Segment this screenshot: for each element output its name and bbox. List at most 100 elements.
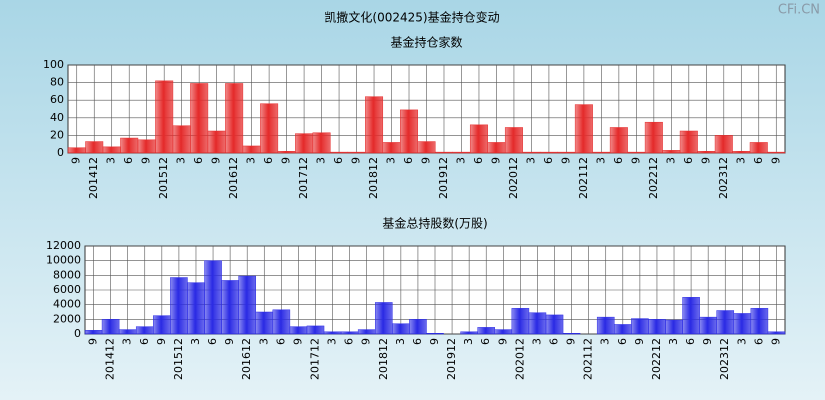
x-tick-label: 3 [105, 157, 118, 164]
x-tick-label: 6 [122, 157, 135, 164]
x-tick-label: 201512 [172, 338, 185, 380]
x-tick-label: 202212 [650, 338, 663, 380]
x-tick-label: 3 [121, 338, 134, 345]
bar [487, 142, 506, 154]
bar [732, 150, 751, 154]
x-tick-label: 9 [87, 338, 100, 345]
bar [330, 151, 349, 154]
bar [135, 326, 154, 335]
bar [374, 302, 393, 335]
bar [592, 151, 611, 154]
bar [289, 326, 308, 335]
bar [469, 124, 488, 154]
bar [716, 310, 735, 335]
bar [714, 135, 733, 154]
x-tick-label: 202112 [582, 338, 595, 380]
x-tick-label: 6 [752, 338, 765, 345]
x-tick-label: 202212 [647, 157, 660, 199]
x-tick-label: 3 [245, 157, 258, 164]
bar [340, 331, 359, 335]
bar [522, 151, 541, 154]
bar [460, 331, 478, 335]
bar [557, 151, 576, 154]
bar [323, 331, 342, 335]
x-tick-label: 6 [274, 338, 287, 345]
bar [155, 80, 174, 154]
x-tick-label: 9 [629, 157, 642, 164]
x-tick-label: 202112 [577, 157, 590, 199]
bar [187, 282, 205, 335]
x-tick-label: 3 [385, 157, 398, 164]
bar [767, 331, 786, 335]
bar [417, 141, 436, 154]
x-tick-label: 9 [496, 338, 509, 345]
y-tick-label: 60 [50, 93, 64, 106]
x-tick-label: 9 [140, 157, 153, 164]
bar [242, 145, 261, 154]
bar [648, 319, 666, 335]
y-tick-label: 8000 [53, 268, 81, 281]
bar [434, 151, 453, 154]
x-tick-label: 3 [175, 157, 188, 164]
bar [504, 127, 523, 154]
bar [153, 315, 171, 335]
x-tick-label: 201412 [87, 157, 100, 199]
x-tick-label: 202312 [717, 157, 730, 199]
x-tick-label: 9 [489, 157, 502, 164]
y-tick-label: 4000 [53, 298, 81, 311]
bar [84, 330, 103, 335]
x-tick-label: 6 [752, 157, 765, 164]
bar [102, 146, 121, 154]
x-tick-label: 9 [360, 338, 373, 345]
bar [170, 277, 188, 335]
bar [609, 127, 628, 154]
x-tick-label: 201812 [377, 338, 390, 380]
x-tick-label: 9 [769, 157, 782, 164]
x-tick-label: 3 [667, 338, 680, 345]
x-tick-label: 201812 [367, 157, 380, 199]
y-tick-label: 100 [43, 58, 64, 71]
bar [426, 333, 444, 335]
x-tick-label: 9 [70, 157, 83, 164]
bar [409, 319, 427, 335]
x-tick-label: 6 [542, 157, 555, 164]
x-tick-label: 6 [411, 338, 424, 345]
y-tick-label: 2000 [53, 312, 81, 325]
bar [452, 151, 471, 154]
bar [357, 329, 376, 335]
chart-title: 基金持仓家数 [390, 35, 462, 50]
x-tick-label: 9 [350, 157, 363, 164]
bar [312, 132, 331, 154]
x-tick-label: 3 [315, 157, 328, 164]
bar [494, 329, 513, 335]
x-tick-label: 6 [612, 157, 625, 164]
bar [644, 121, 663, 154]
x-tick-label: 9 [155, 338, 168, 345]
x-tick-label: 6 [472, 157, 485, 164]
bar [204, 260, 222, 335]
bar [172, 125, 191, 154]
bar [511, 308, 530, 335]
x-tick-label: 6 [684, 338, 697, 345]
bar [190, 83, 209, 154]
x-tick-label: 9 [633, 338, 646, 345]
bar [137, 139, 156, 154]
bar [101, 319, 120, 335]
x-tick-label: 6 [206, 338, 219, 345]
y-tick-label: 40 [50, 111, 64, 124]
x-tick-label: 3 [664, 157, 677, 164]
x-tick-label: 3 [394, 338, 407, 345]
bar [749, 142, 768, 154]
x-tick-label: 6 [616, 338, 629, 345]
bar [631, 318, 649, 335]
bar [767, 151, 786, 154]
x-tick-label: 201512 [157, 157, 170, 199]
x-tick-label: 3 [735, 338, 748, 345]
bar [365, 96, 384, 154]
x-tick-label: 201912 [445, 338, 458, 380]
x-tick-label: 3 [454, 157, 467, 164]
bar [400, 109, 419, 154]
x-tick-label: 9 [769, 338, 782, 345]
bar [733, 313, 752, 335]
x-tick-label: 6 [479, 338, 492, 345]
